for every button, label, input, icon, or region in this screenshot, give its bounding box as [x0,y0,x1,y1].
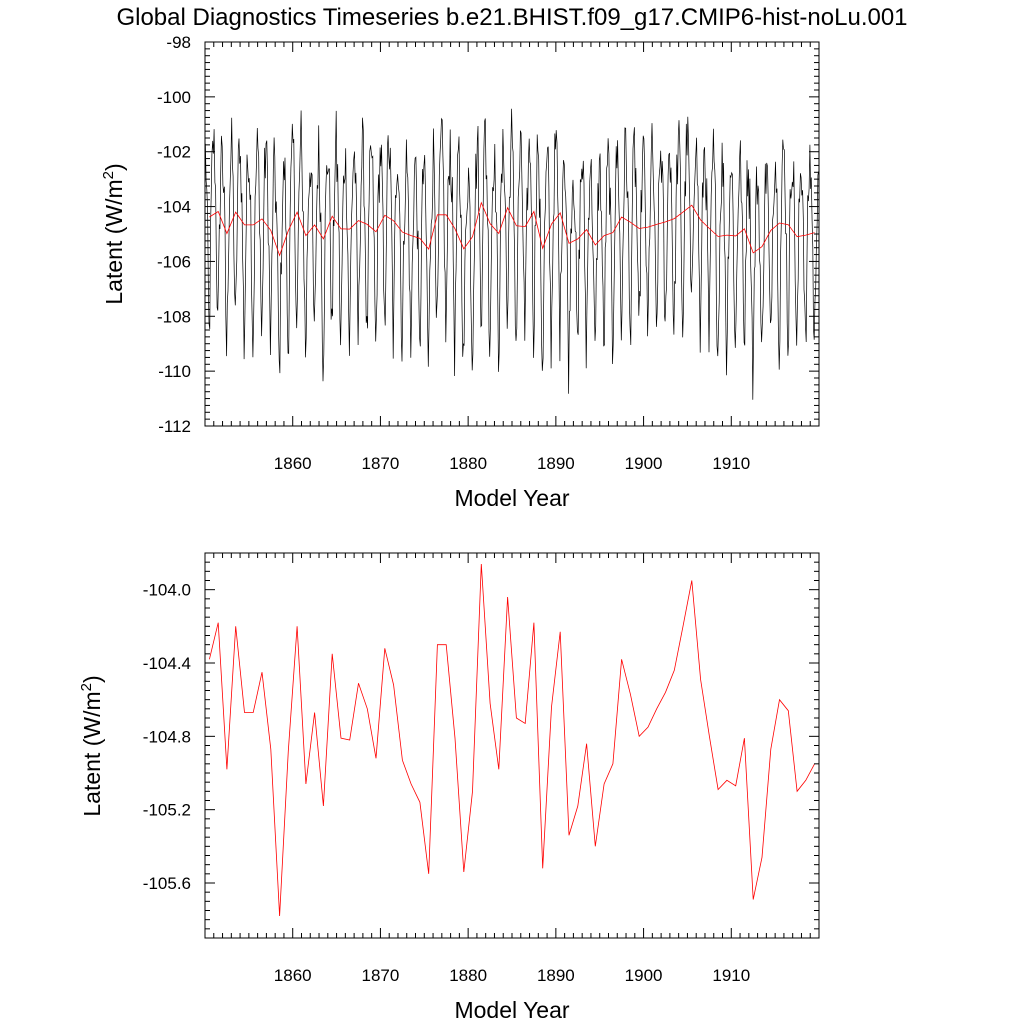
xtick-label: 1880 [449,966,487,985]
bottom-series-annual-line [209,563,815,917]
ytick-label: -105.6 [143,874,191,893]
xtick-label: 1910 [712,966,750,985]
ytick-label: -106 [157,252,191,271]
xtick-label: 1880 [449,454,487,473]
ytick-label: -104.0 [143,581,191,600]
bottom-series-layer [209,563,815,917]
ytick-label: -102 [157,143,191,162]
xtick-label: 1890 [537,966,575,985]
xtick-label: 1860 [274,454,312,473]
top-panel: 1860 1870 1880 1890 1900 1910 -112 -110 -108 -106… [100,33,820,511]
top-tick-layer: 1860 1870 1880 1890 1900 1910 -112 -110 -108 -106… [157,33,820,473]
top-series-layer [205,108,819,400]
xtick-label: 1860 [274,966,312,985]
ytick-label: -104.8 [143,727,191,746]
xtick-label: 1900 [625,454,663,473]
bottom-panel: 1860 1870 1880 1890 1900 1910 -105.6 -105.2 -104… [78,552,820,1023]
ytick-label: -112 [158,417,191,436]
top-series-annual-line [209,201,815,257]
bottom-plot-frame [204,552,820,939]
ytick-label: -104.4 [143,654,191,673]
bottom-tick-layer: 1860 1870 1880 1890 1900 1910 -105.6 -105.2 -104… [143,552,820,985]
xtick-label: 1890 [537,454,575,473]
xtick-label: 1870 [362,454,400,473]
y-axis-label: Latent (W/m2) [100,163,127,304]
y-axis-label: Latent (W/m2) [78,675,105,816]
ytick-label: -110 [158,362,191,381]
figure-title: Global Diagnostics Timeseries b.e21.BHIS… [116,4,907,31]
xtick-label: 1910 [712,454,750,473]
ytick-label: -108 [157,307,191,326]
ytick-label: -104 [157,198,191,217]
x-axis-label: Model Year [454,485,569,511]
ytick-label: -98 [166,33,191,52]
top-label-layer: Model Year Latent (W/m2) [100,163,570,511]
ytick-label: -105.2 [143,801,191,820]
top-series-monthly-line [205,108,819,400]
xtick-label: 1900 [625,966,663,985]
xtick-label: 1870 [362,966,400,985]
x-axis-label: Model Year [454,997,569,1023]
bottom-label-layer: Model Year Latent (W/m2) [78,675,570,1023]
ytick-label: -100 [157,88,191,107]
